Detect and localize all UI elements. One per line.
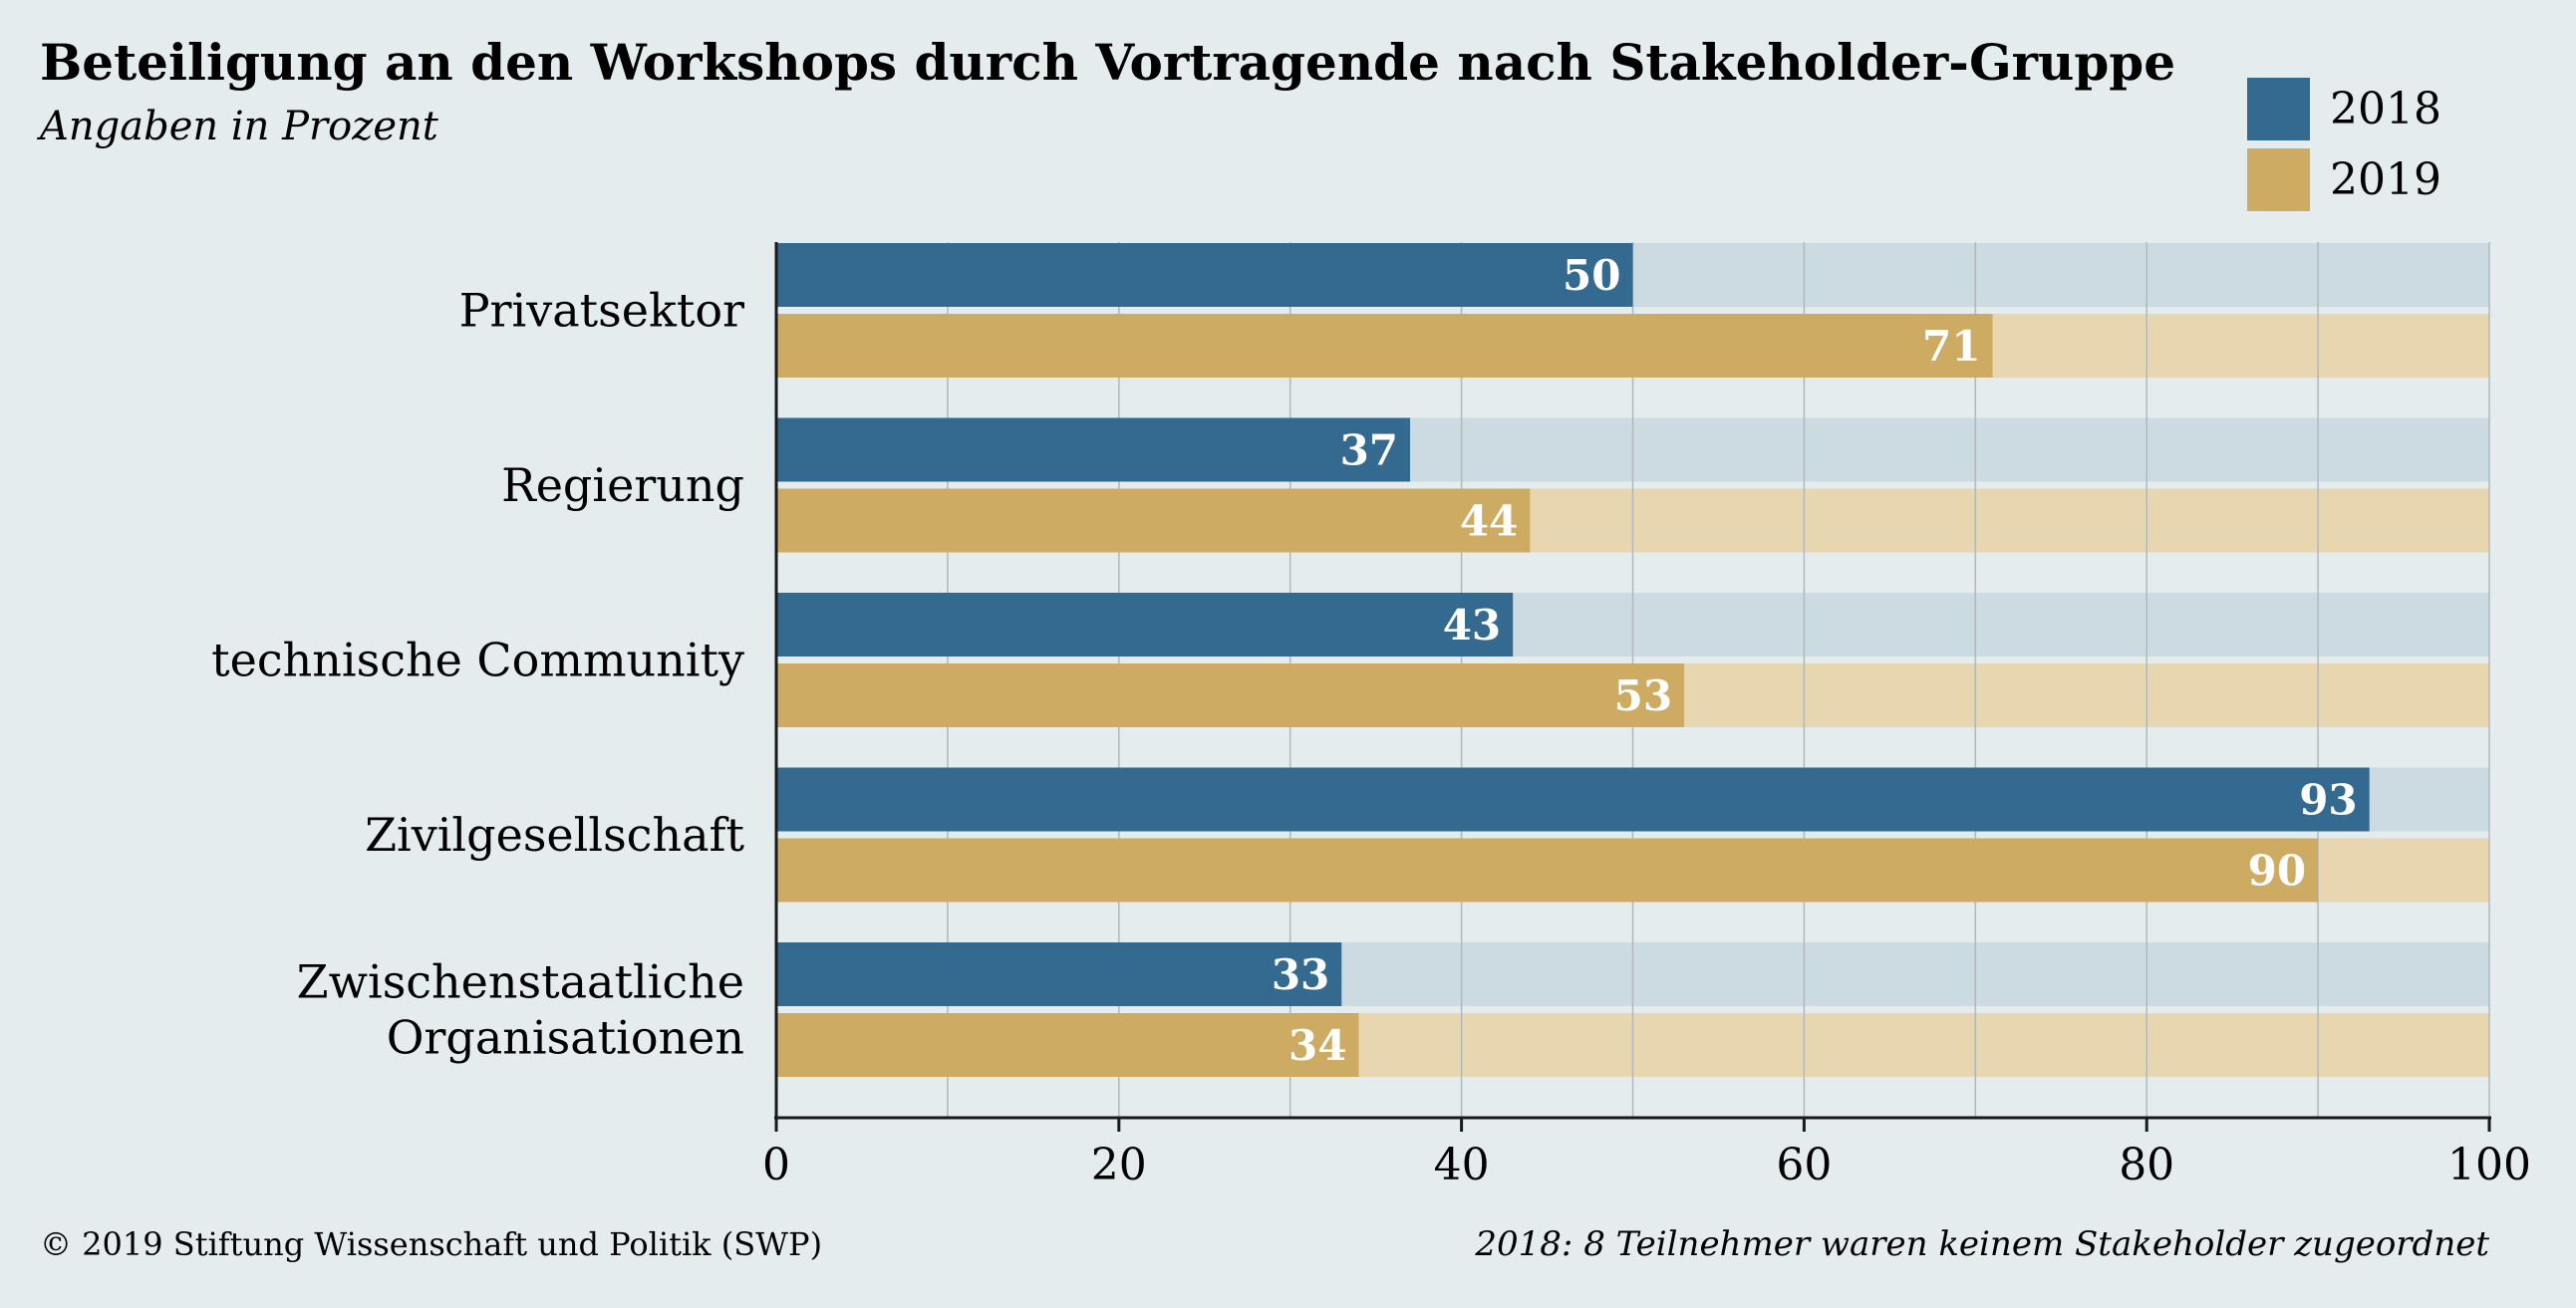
plot-area: 50 71 37 44 43 53 93 90 33 34 Privatsektor Regierun… bbox=[211, 242, 2531, 1190]
copyright-text: © 2019 Stiftung Wissenschaft und Politik… bbox=[40, 1225, 822, 1263]
value-label: 53 bbox=[1614, 671, 1672, 720]
x-tick-label: 20 bbox=[1091, 1140, 1147, 1190]
legend-label-2019: 2019 bbox=[2330, 154, 2441, 205]
footnote-text: 2018: 8 Teilnehmer waren keinem Stakehol… bbox=[1474, 1224, 2489, 1264]
x-tick-label: 40 bbox=[1434, 1140, 1490, 1190]
category-label: Privatsektor bbox=[459, 284, 744, 338]
bar-2019 bbox=[776, 314, 1993, 378]
category-label: Organisationen bbox=[387, 1011, 744, 1065]
value-label: 33 bbox=[1272, 950, 1329, 999]
legend-swatch-2019 bbox=[2247, 148, 2310, 211]
category-label: Zwischenstaatliche bbox=[297, 955, 744, 1009]
category-label: Regierung bbox=[501, 458, 744, 512]
value-label: 37 bbox=[1340, 426, 1398, 475]
value-label: 50 bbox=[1563, 251, 1620, 300]
x-tick-label: 60 bbox=[1776, 1140, 1832, 1190]
bar-2018 bbox=[776, 243, 1633, 307]
category-label: technische Community bbox=[211, 634, 744, 687]
bar-2018 bbox=[776, 942, 1342, 1006]
bar-2019 bbox=[776, 1013, 1359, 1077]
value-label: 44 bbox=[1460, 497, 1518, 546]
legend-swatch-2018 bbox=[2247, 78, 2310, 140]
bar-2019 bbox=[776, 838, 2319, 903]
x-tick-label: 100 bbox=[2447, 1140, 2531, 1190]
chart-subtitle: Angaben in Prozent bbox=[36, 104, 439, 149]
bar-2019 bbox=[776, 488, 1531, 553]
x-tick-label: 0 bbox=[762, 1140, 790, 1190]
value-label: 90 bbox=[2248, 847, 2306, 896]
legend-label-2018: 2018 bbox=[2330, 84, 2441, 134]
bar-2019 bbox=[776, 663, 1685, 727]
value-label: 34 bbox=[1288, 1021, 1346, 1070]
category-label: Zivilgesellschaft bbox=[365, 808, 744, 862]
bar-2018 bbox=[776, 593, 1514, 656]
value-label: 93 bbox=[2299, 776, 2357, 825]
chart-title: Beteiligung an den Workshops durch Vortr… bbox=[40, 33, 2175, 92]
x-tick-label: 80 bbox=[2119, 1140, 2174, 1190]
value-label: 71 bbox=[1922, 322, 1980, 371]
bar-2018 bbox=[776, 417, 1411, 482]
bar-2018 bbox=[776, 767, 2370, 832]
legend: 2018 2019 bbox=[2247, 78, 2441, 211]
value-label: 43 bbox=[1443, 601, 1501, 650]
